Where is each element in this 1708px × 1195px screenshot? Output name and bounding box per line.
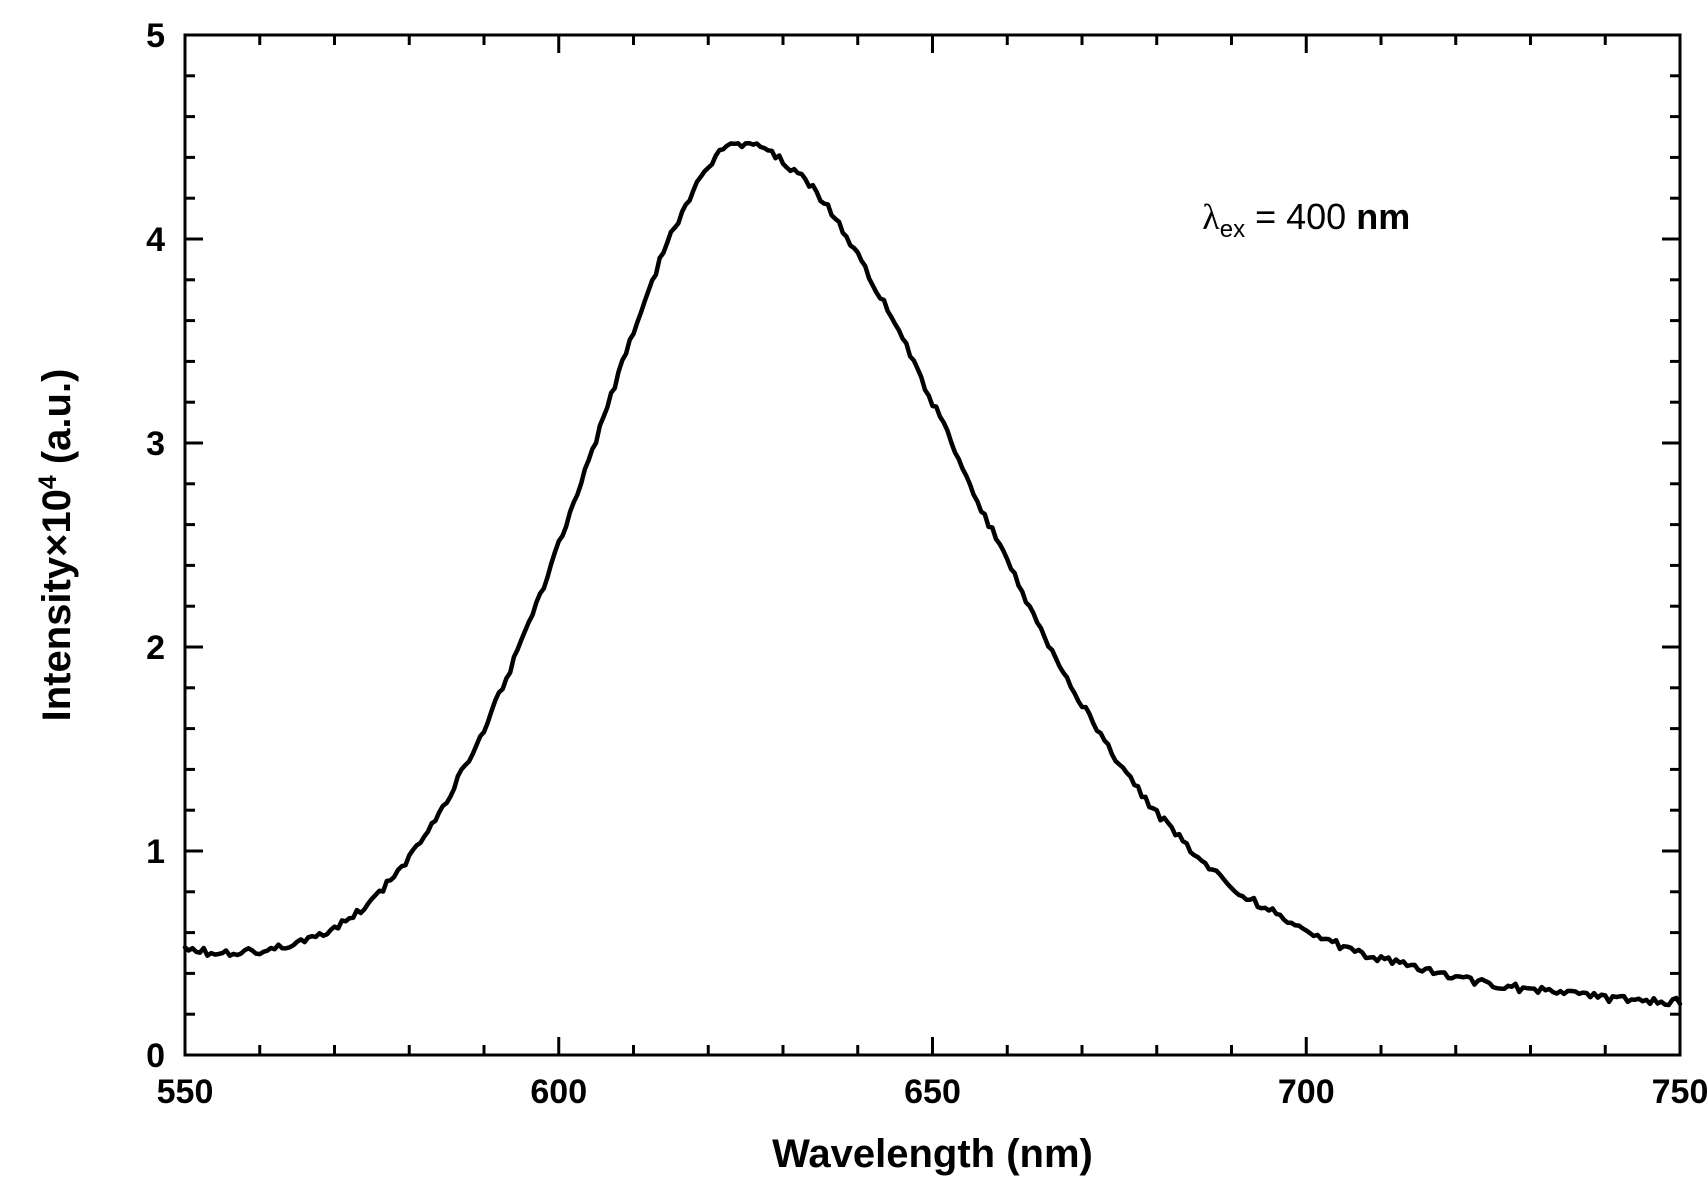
x-tick-label: 550 bbox=[157, 1073, 214, 1111]
y-tick-label: 3 bbox=[146, 425, 165, 463]
y-tick-label: 0 bbox=[146, 1037, 165, 1075]
spectrum-chart: 550 600 650 700 750 Wavelength (nm) 0 1 2 3 4 5 Inte… bbox=[0, 0, 1708, 1195]
y-tick-label: 5 bbox=[146, 17, 165, 55]
x-axis-label: Wavelength (nm) bbox=[772, 1132, 1093, 1176]
y-tick-label: 4 bbox=[146, 221, 165, 259]
x-tick-label: 700 bbox=[1278, 1073, 1335, 1111]
y-tick-label: 2 bbox=[146, 629, 165, 667]
x-tick-label: 600 bbox=[530, 1073, 587, 1111]
x-tick-label: 650 bbox=[904, 1073, 961, 1111]
x-tick-label: 750 bbox=[1652, 1073, 1708, 1111]
y-axis-label: Intensity×104 (a.u.) bbox=[35, 369, 79, 722]
chart-svg: 550 600 650 700 750 Wavelength (nm) 0 1 2 3 4 5 Inte… bbox=[0, 0, 1708, 1195]
y-tick-label: 1 bbox=[146, 833, 165, 871]
